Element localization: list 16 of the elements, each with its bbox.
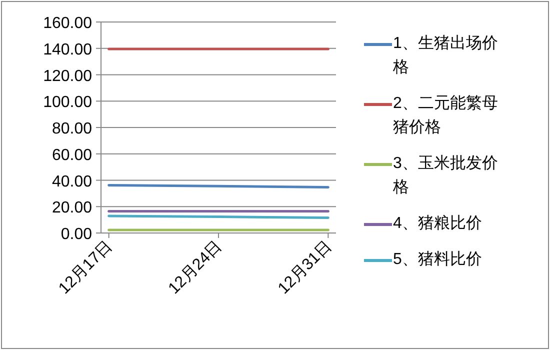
x-tick-label: 12月31日 <box>275 238 335 298</box>
y-tick-label: 20.00 <box>52 200 92 217</box>
y-tick-label: 40.00 <box>52 173 92 190</box>
y-tick-label: 100.00 <box>43 94 92 112</box>
legend-label: 5、猪料比价 <box>393 250 483 270</box>
y-tick-label: 120.00 <box>43 68 92 85</box>
legend-label: 3、玉米批发价格 <box>393 154 499 198</box>
y-tick-label: 80.00 <box>52 120 92 138</box>
y-tick-label: 0.00 <box>60 226 92 243</box>
legend-label: 2、二元能繁母猪价格 <box>393 94 499 138</box>
x-tick-label: 12月24日 <box>166 238 226 298</box>
legend-label: 1、生猪出场价格 <box>393 34 499 78</box>
y-tick-label: 60.00 <box>52 146 92 164</box>
legend-label: 4、猪粮比价 <box>393 214 483 234</box>
y-tick-label: 160.00 <box>43 15 92 32</box>
y-tick-label: 140.00 <box>43 41 92 58</box>
